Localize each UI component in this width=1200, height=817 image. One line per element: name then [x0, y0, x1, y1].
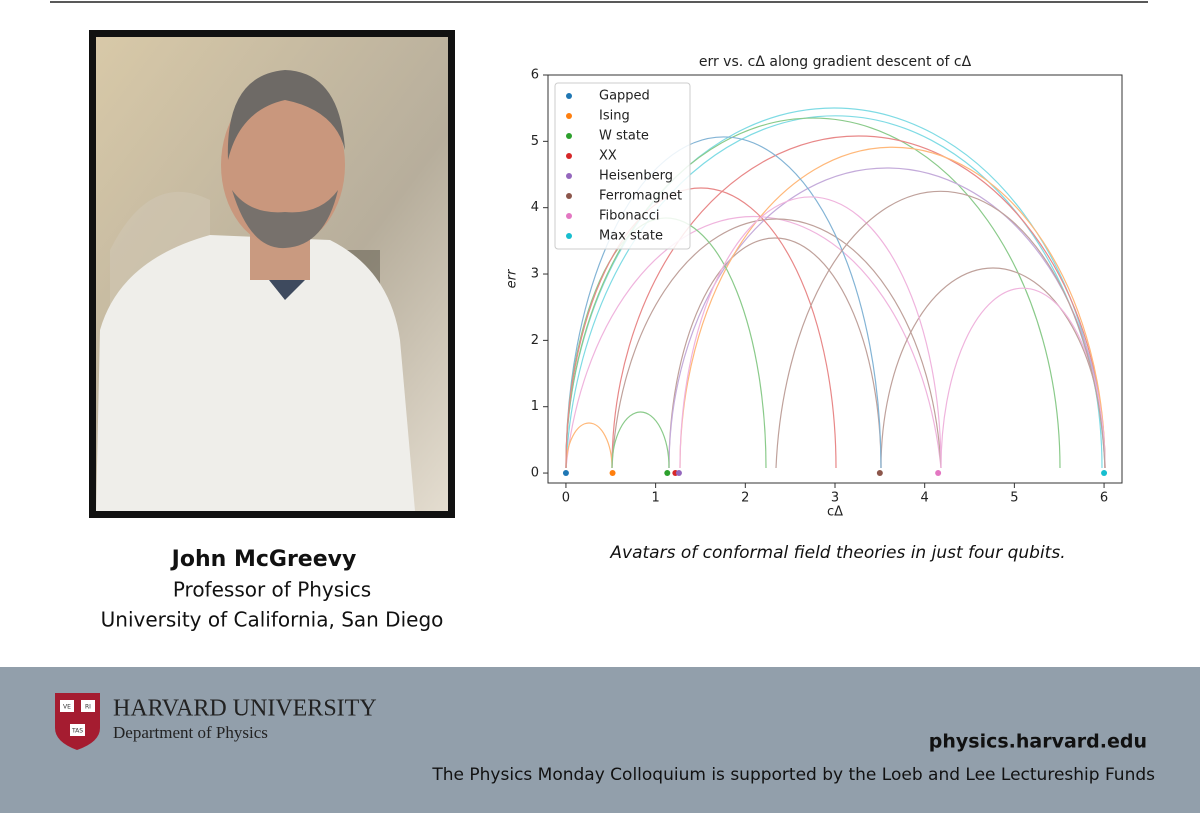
legend-label: W state [599, 129, 649, 144]
endpoint-dot [609, 470, 616, 477]
y-tick-label: 4 [531, 200, 539, 215]
legend-label: Max state [599, 229, 663, 244]
legend-label: Ferromagnet [599, 189, 682, 204]
endpoint-dot [935, 470, 942, 477]
department: Department of Physics [113, 723, 268, 742]
endpoint-dot [876, 470, 883, 477]
footer-band [0, 667, 1200, 813]
x-tick-label: 6 [1100, 491, 1108, 506]
chart-caption: Avatars of conformal field theories in j… [609, 543, 1065, 563]
legend-marker [566, 213, 572, 219]
x-tick-label: 3 [831, 491, 839, 506]
endpoint-dot [664, 470, 671, 477]
legend-label: Gapped [599, 89, 650, 104]
legend-label: Ising [599, 109, 630, 124]
legend-label: Fibonacci [599, 209, 659, 224]
support-note: The Physics Monday Colloquium is support… [431, 765, 1155, 785]
chart-title: err vs. cΔ along gradient descent of cΔ [699, 54, 972, 70]
x-tick-label: 5 [1010, 491, 1018, 506]
x-tick-label: 4 [921, 491, 929, 506]
chart: 0 1 2 3 4 5 6 0 1 2 3 4 5 6 err vs. cΔ along gradient … [505, 54, 1123, 520]
shield-text: TAS [71, 728, 83, 735]
legend-marker [566, 193, 572, 199]
x-tick-label: 1 [651, 491, 659, 506]
legend-marker [566, 113, 572, 119]
speaker-name: John McGreevy [170, 547, 357, 572]
legend-marker [566, 233, 572, 239]
legend-label: XX [599, 149, 617, 164]
speaker-photo [89, 30, 455, 518]
harvard-shield [55, 693, 100, 750]
legend-marker [566, 133, 572, 139]
shield-text: RI [85, 704, 91, 711]
y-tick-label: 3 [531, 267, 539, 282]
shield-text: VE [63, 704, 71, 711]
y-tick-label: 5 [531, 134, 539, 149]
legend-marker [566, 173, 572, 179]
speaker-title: Professor of Physics [173, 578, 371, 602]
legend-marker [566, 93, 572, 99]
endpoint-dot [562, 470, 569, 477]
endpoint-dot [1101, 470, 1108, 477]
legend-label: Heisenberg [599, 169, 673, 184]
website: physics.harvard.edu [929, 731, 1147, 753]
x-tick-label: 0 [562, 491, 570, 506]
legend-marker [566, 153, 572, 159]
y-tick-label: 0 [531, 466, 539, 481]
y-tick-label: 2 [531, 333, 539, 348]
y-tick-label: 1 [531, 399, 539, 414]
y-tick-label: 6 [531, 68, 539, 83]
x-axis-label: cΔ [827, 505, 843, 520]
y-axis-label: err [505, 268, 520, 288]
institution: HARVARD UNIVERSITY [113, 696, 377, 722]
legend-box [554, 82, 691, 250]
trajectory-arcs [565, 107, 1106, 469]
x-tick-label: 2 [741, 491, 749, 506]
endpoint-dot [675, 470, 682, 477]
speaker-affiliation: University of California, San Diego [101, 608, 444, 632]
